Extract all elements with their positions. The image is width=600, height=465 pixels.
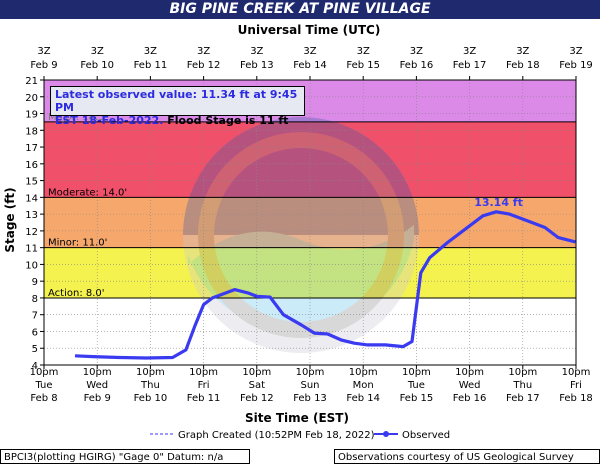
x-tick-weekday: Fri <box>570 380 582 391</box>
y-tick-label: 21 <box>25 76 38 87</box>
top-tick-date: Feb 14 <box>293 60 327 71</box>
x-tick-date: Feb 14 <box>346 393 380 404</box>
top-tick-hour: 3Z <box>250 46 263 57</box>
y-tick-label: 4 <box>32 361 38 372</box>
top-tick-date: Feb 10 <box>80 60 114 71</box>
top-tick-date: Feb 13 <box>240 60 274 71</box>
top-tick-date: Feb 16 <box>400 60 434 71</box>
threshold-label-major: Major: 18.5 <box>48 112 104 123</box>
x-tick-date: Feb 17 <box>506 393 540 404</box>
threshold-label-minor: Minor: 11.0' <box>48 238 107 249</box>
y-tick-label: 13 <box>25 210 38 221</box>
y-tick-label: 6 <box>32 327 38 338</box>
top-tick-hour: 3Z <box>197 46 210 57</box>
observed-series-line <box>74 210 576 360</box>
x-tick-time: 10pm <box>30 367 59 378</box>
x-tick-weekday: Sat <box>249 380 265 391</box>
y-tick-label: 15 <box>25 177 38 188</box>
x-tick-weekday: Fri <box>198 380 210 391</box>
y-tick-label: 14 <box>25 193 38 204</box>
bottom-axis-title: Site Time (EST) <box>245 411 349 425</box>
y-tick-label: 11 <box>25 244 38 255</box>
x-tick-date: Feb 16 <box>453 393 487 404</box>
top-tick-hour: 3Z <box>91 46 104 57</box>
datum-info: BPCI3(plotting HGIRG) "Gage 0" Datum: n/… <box>0 449 250 464</box>
top-tick-hour: 3Z <box>37 46 50 57</box>
x-tick-weekday: Tue <box>407 380 425 391</box>
x-tick-date: Feb 11 <box>187 393 221 404</box>
y-tick-label: 7 <box>32 311 38 322</box>
x-tick-date: Feb 10 <box>134 393 168 404</box>
x-tick-time: 10pm <box>136 367 165 378</box>
plot-frame <box>43 79 577 366</box>
top-tick-hour: 3Z <box>410 46 423 57</box>
x-tick-weekday: Sun <box>300 380 319 391</box>
peak-value-label: 13.14 ft <box>474 196 523 209</box>
x-tick-time: 10pm <box>349 367 378 378</box>
legend-observed-marker <box>383 431 389 437</box>
chart-title: BIG PINE CREEK AT PINE VILLAGE <box>0 0 600 19</box>
y-tick-label: 19 <box>25 110 38 121</box>
latest-observation-box: Latest observed value: 11.34 ft at 9:45 … <box>50 86 305 127</box>
top-tick-date: Feb 11 <box>134 60 168 71</box>
top-tick-date: Feb 9 <box>30 60 57 71</box>
y-tick-label: 16 <box>25 160 38 171</box>
x-tick-weekday: Mon <box>353 380 374 391</box>
x-tick-time: 10pm <box>455 367 484 378</box>
y-tick-label: 12 <box>25 227 38 238</box>
x-tick-time: 10pm <box>562 367 591 378</box>
x-tick-time: 10pm <box>242 367 271 378</box>
threshold-label-moderate: Moderate: 14.0' <box>48 187 127 198</box>
y-tick-label: 8 <box>32 294 38 305</box>
x-tick-date: Feb 9 <box>84 393 111 404</box>
x-tick-weekday: Wed <box>86 380 108 391</box>
top-tick-date: Feb 18 <box>506 60 540 71</box>
top-tick-date: Feb 17 <box>453 60 487 71</box>
x-tick-weekday: Tue <box>34 380 52 391</box>
x-tick-time: 10pm <box>189 367 218 378</box>
x-tick-time: 10pm <box>508 367 537 378</box>
latest-line2-date: EST 18-Feb-2022. <box>55 114 164 127</box>
legend: Graph Created (10:52PM Feb 18, 2022) Obs… <box>150 430 450 441</box>
top-tick-hour: 3Z <box>303 46 316 57</box>
top-tick-hour: 3Z <box>516 46 529 57</box>
x-tick-time: 10pm <box>296 367 325 378</box>
y-tick-label: 18 <box>25 126 38 137</box>
x-tick-weekday: Thu <box>140 380 160 391</box>
y-tick-label: 5 <box>32 344 38 355</box>
top-tick-hour: 3Z <box>144 46 157 57</box>
noaa-watermark-logo <box>183 117 419 353</box>
y-axis-title: Stage (ft) <box>3 187 17 252</box>
x-tick-weekday: Wed <box>459 380 481 391</box>
top-tick-date: Feb 15 <box>346 60 380 71</box>
y-tick-label: 9 <box>32 277 38 288</box>
top-tick-date: Feb 19 <box>559 60 593 71</box>
x-tick-time: 10pm <box>402 367 431 378</box>
top-tick-hour: 3Z <box>357 46 370 57</box>
top-tick-date: Feb 12 <box>187 60 221 71</box>
courtesy-info: Observations courtesy of US Geological S… <box>334 449 600 464</box>
legend-observed-label: Observed <box>402 430 450 441</box>
y-tick-label: 20 <box>25 93 38 104</box>
top-axis-title: Universal Time (UTC) <box>238 23 381 37</box>
y-tick-label: 10 <box>25 260 38 271</box>
x-tick-time: 10pm <box>83 367 112 378</box>
threshold-label-action: Action: 8.0' <box>48 288 105 299</box>
top-tick-hour: 3Z <box>569 46 582 57</box>
top-tick-hour: 3Z <box>463 46 476 57</box>
y-tick-label: 17 <box>25 143 38 154</box>
x-tick-weekday: Thu <box>512 380 532 391</box>
latest-line1: Latest observed value: 11.34 ft at 9:45 … <box>55 88 298 114</box>
legend-created-label: Graph Created (10:52PM Feb 18, 2022) <box>178 430 375 441</box>
latest-line2-flood: Flood Stage is 11 ft <box>163 114 289 127</box>
x-tick-date: Feb 15 <box>400 393 434 404</box>
x-tick-date: Feb 18 <box>559 393 593 404</box>
x-tick-date: Feb 13 <box>293 393 327 404</box>
x-tick-date: Feb 8 <box>30 393 57 404</box>
x-tick-date: Feb 12 <box>240 393 274 404</box>
